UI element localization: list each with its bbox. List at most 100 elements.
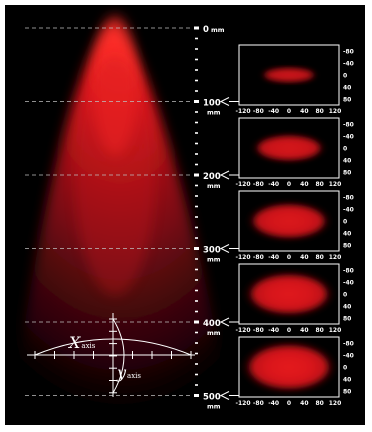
distance-label: 0 (203, 25, 209, 35)
profile-x-tick-label: 40 (300, 108, 308, 115)
profile-y-tick-label: 80 (343, 389, 351, 396)
profile-y-tick-label: 80 (343, 97, 351, 104)
profile-x-tick-label: -80 (253, 181, 264, 188)
profile-x-tick-label: -120 (235, 327, 250, 334)
minor-tick (195, 205, 198, 208)
profile-x-tick-label: -120 (235, 400, 250, 407)
beam-spot-core (255, 206, 323, 236)
profile-y-tick-label: -40 (343, 134, 354, 141)
minor-tick (195, 48, 198, 50)
profile-x-tick-label: 40 (300, 254, 308, 261)
minor-tick (195, 121, 198, 124)
pointer-icon (219, 97, 230, 106)
minor-tick (195, 90, 198, 92)
x-axis-label: Xaxis (67, 333, 96, 352)
profile-x-tick-label: 120 (329, 254, 342, 261)
profile-y-tick-label: 40 (343, 158, 351, 165)
major-tick (194, 100, 199, 103)
pointer-icon (219, 244, 230, 253)
distance-label: 200 (203, 172, 221, 182)
beam-spot-core (252, 276, 326, 312)
distance-label: 500 (203, 393, 221, 403)
profile-y-tick-label: -80 (343, 195, 354, 202)
profile-y-tick-label: 80 (343, 170, 351, 177)
minor-tick (195, 300, 198, 302)
profile-y-tick-label: 40 (343, 85, 351, 92)
profile-y-tick-label: 40 (343, 304, 351, 311)
beam-profile-diagram: 0 mm 100 mm 200 mm 300 mm 400 mm 500 mm -80 -40 0 40 80… (5, 5, 365, 425)
pointer-icon (219, 170, 230, 180)
pointer-icon (219, 391, 230, 400)
light-beam (10, 15, 230, 425)
profile-y-tick-label: -80 (343, 49, 354, 56)
profile-x-tick-label: 0 (287, 181, 291, 188)
profile-y-tick-label: 80 (343, 316, 351, 323)
profile-x-tick-label: -80 (253, 254, 264, 261)
minor-tick (195, 310, 198, 313)
minor-tick (195, 142, 198, 145)
minor-tick (195, 237, 198, 239)
profile-x-tick-label: 120 (329, 400, 342, 407)
profile-y-tick-label: -80 (343, 268, 354, 275)
profile-y-tick-label: 40 (343, 377, 351, 384)
y-axis-arc (112, 318, 125, 394)
profile-x-tick-label: -120 (235, 108, 250, 115)
minor-tick (195, 132, 198, 134)
profile-x-tick-label: 80 (315, 181, 323, 188)
x-axis-arc (34, 338, 192, 356)
minor-tick (195, 195, 198, 197)
minor-tick (195, 69, 198, 71)
beam-spot-core (251, 347, 327, 387)
profile-y-tick-label: -80 (343, 341, 354, 348)
profile-x-tick-label: 80 (315, 400, 323, 407)
minor-tick (195, 37, 198, 40)
major-tick (194, 26, 199, 30)
distance-unit: mm (207, 182, 221, 190)
distance-unit: mm (207, 329, 221, 337)
profile-x-tick-label: -40 (268, 181, 279, 188)
distance-label: 100 (203, 99, 221, 109)
pointer-icon (219, 317, 230, 327)
distance-unit: mm (207, 109, 221, 117)
beam-spot-core (265, 69, 313, 81)
y-axis-ticks (109, 318, 117, 394)
minor-tick (195, 384, 198, 386)
profile-y-tick-label: -40 (343, 280, 354, 287)
minor-tick (195, 342, 198, 344)
profile-x-tick-label: 0 (287, 327, 291, 334)
major-tick (194, 247, 199, 250)
profile-x-tick-label: 0 (287, 108, 291, 115)
profile-y-tick-label: 40 (343, 231, 351, 238)
profile-x-tick-label: 80 (315, 108, 323, 115)
y-axis-label: yaxis (116, 363, 141, 382)
profile-x-tick-label: 0 (287, 400, 291, 407)
minor-tick (195, 79, 198, 82)
distance-unit: mm (211, 26, 225, 34)
profile-x-tick-label: 40 (300, 327, 308, 334)
distance-label: 300 (203, 246, 221, 256)
major-tick (194, 320, 199, 324)
distance-unit: mm (207, 403, 221, 411)
profile-x-tick-label: -40 (268, 254, 279, 261)
profile-x-tick-label: 40 (300, 181, 308, 188)
profile-x-tick-label: 0 (287, 254, 291, 261)
profile-x-tick-label: 120 (329, 327, 342, 334)
minor-tick (195, 226, 198, 229)
minor-tick (195, 58, 198, 61)
profile-x-tick-label: -40 (268, 327, 279, 334)
profile-y-tick-label: 0 (343, 146, 347, 153)
beam-spot-core (259, 137, 319, 159)
minor-tick (195, 153, 198, 155)
profile-x-tick-label: -40 (268, 400, 279, 407)
minor-tick (195, 111, 198, 113)
minor-tick (195, 279, 198, 281)
minor-tick (195, 268, 198, 271)
minor-tick (195, 216, 198, 218)
profile-x-tick-label: 120 (329, 181, 342, 188)
